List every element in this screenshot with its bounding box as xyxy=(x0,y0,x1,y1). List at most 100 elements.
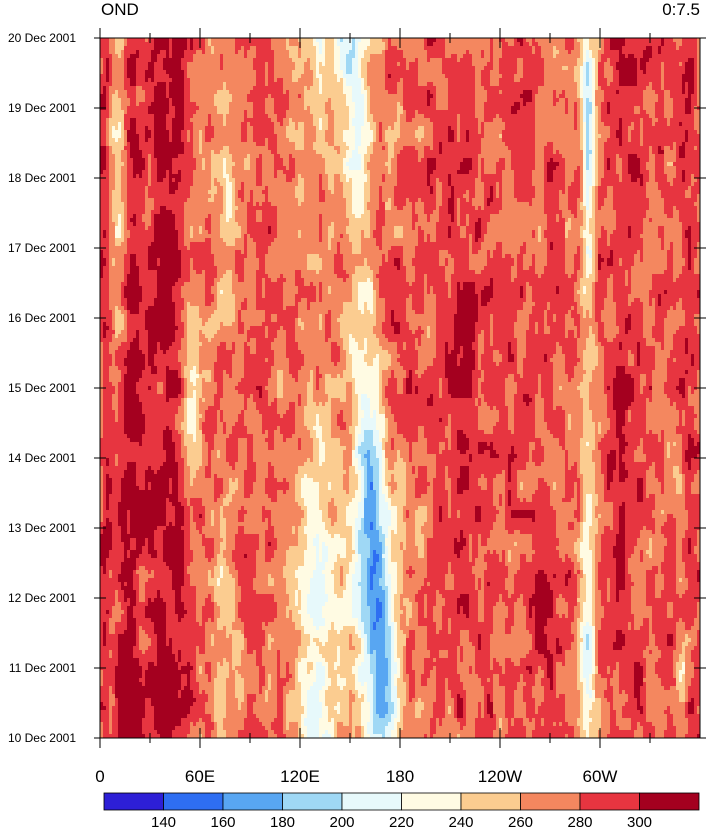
field-cell xyxy=(256,182,263,187)
field-cell xyxy=(427,58,431,63)
field-cell xyxy=(151,54,158,59)
field-cell xyxy=(421,226,437,231)
field-cell xyxy=(385,58,407,63)
field-cell xyxy=(109,90,116,95)
field-cell xyxy=(379,266,398,271)
field-cell xyxy=(100,134,107,139)
field-cell xyxy=(475,90,488,95)
field-cell xyxy=(130,310,140,315)
field-cell xyxy=(100,46,110,51)
field-cell xyxy=(265,106,275,111)
field-cell xyxy=(397,118,401,123)
field-cell xyxy=(109,58,113,63)
field-cell xyxy=(373,282,380,287)
field-cell xyxy=(325,106,332,111)
field-cell xyxy=(109,370,122,375)
field-cell xyxy=(103,342,110,347)
field-cell xyxy=(100,154,107,159)
field-cell xyxy=(235,306,242,311)
field-cell xyxy=(286,350,302,355)
field-cell xyxy=(502,130,536,135)
field-cell xyxy=(106,58,110,63)
field-cell xyxy=(586,122,590,127)
field-cell xyxy=(226,202,233,207)
field-cell xyxy=(406,198,410,203)
field-cell xyxy=(151,102,170,107)
field-cell xyxy=(235,186,242,191)
field-cell xyxy=(325,190,332,195)
field-cell xyxy=(124,118,131,123)
field-cell xyxy=(253,58,275,63)
field-cell xyxy=(262,178,287,183)
field-cell xyxy=(565,234,569,239)
field-cell xyxy=(619,326,626,331)
field-cell xyxy=(151,214,155,219)
field-cell xyxy=(181,346,188,351)
field-cell xyxy=(391,162,398,167)
field-cell xyxy=(340,62,347,67)
field-cell xyxy=(526,38,533,43)
field-cell xyxy=(586,102,593,107)
field-cell xyxy=(583,138,587,143)
field-cell xyxy=(211,154,233,159)
field-cell xyxy=(586,202,590,207)
field-cell xyxy=(145,318,176,323)
field-cell xyxy=(595,174,599,179)
field-cell xyxy=(415,266,446,271)
field-cell xyxy=(571,218,584,223)
field-cell xyxy=(247,306,257,311)
field-cell xyxy=(109,178,116,183)
field-cell xyxy=(565,42,575,47)
field-cell xyxy=(214,334,248,339)
field-cell xyxy=(316,286,320,291)
field-cell xyxy=(184,366,194,371)
field-cell xyxy=(580,334,590,339)
field-cell xyxy=(226,86,254,91)
field-cell xyxy=(256,282,263,287)
field-cell xyxy=(148,342,158,347)
field-cell xyxy=(319,254,335,259)
field-cell xyxy=(562,210,572,215)
field-cell xyxy=(226,190,233,195)
field-cell xyxy=(481,230,488,235)
field-cell xyxy=(565,90,578,95)
field-cell xyxy=(211,238,224,243)
field-cell xyxy=(283,274,296,279)
field-cell xyxy=(313,282,320,287)
field-cell xyxy=(577,270,584,275)
field-cell xyxy=(295,278,305,283)
field-cell xyxy=(430,118,458,123)
field-cell xyxy=(577,198,584,203)
field-cell xyxy=(478,350,485,355)
field-cell xyxy=(499,134,503,139)
field-cell xyxy=(631,174,644,179)
field-cell xyxy=(166,370,179,375)
field-cell xyxy=(103,330,107,335)
field-cell xyxy=(109,146,113,151)
field-cell xyxy=(535,102,554,107)
field-cell xyxy=(667,290,698,295)
field-cell xyxy=(121,230,125,235)
field-cell xyxy=(580,94,584,99)
field-cell xyxy=(109,346,119,351)
field-cell xyxy=(568,102,575,107)
field-cell xyxy=(160,50,167,55)
field-cell xyxy=(490,322,494,327)
field-cell xyxy=(424,274,428,279)
field-cell xyxy=(250,46,257,51)
field-cell xyxy=(478,158,482,163)
field-cell xyxy=(187,66,221,71)
field-cell xyxy=(355,38,362,43)
field-cell xyxy=(544,150,554,155)
field-cell xyxy=(667,178,674,183)
field-cell xyxy=(688,342,700,347)
field-cell xyxy=(370,222,377,227)
field-cell xyxy=(448,86,476,91)
field-cell xyxy=(622,170,629,175)
field-cell xyxy=(145,322,176,327)
field-cell xyxy=(139,146,155,151)
field-cell xyxy=(157,342,161,347)
field-cell xyxy=(328,226,335,231)
field-cell xyxy=(148,250,182,255)
field-cell xyxy=(616,318,626,323)
